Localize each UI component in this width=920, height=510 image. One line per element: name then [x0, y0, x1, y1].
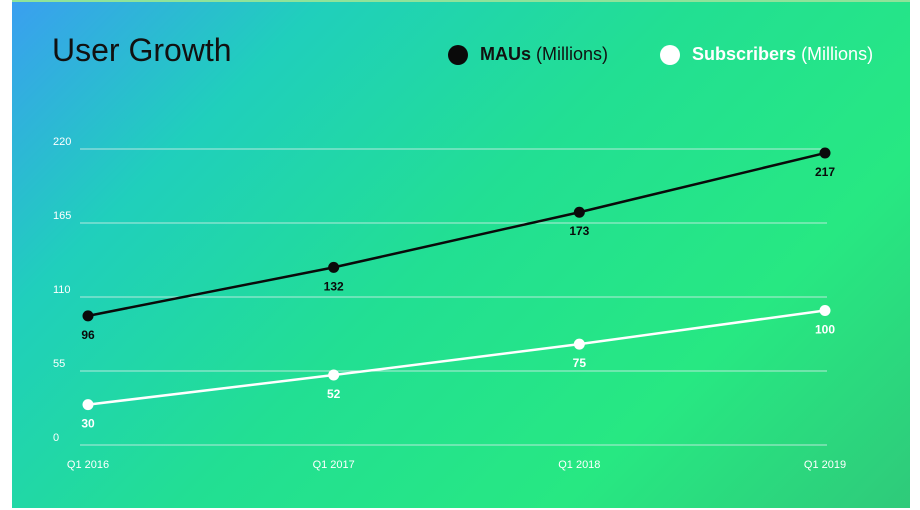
line-chart: 0 55 110 165 220 Q1 2016 Q1 2017 Q1 2018 Q1 2019…	[53, 136, 846, 471]
legend-unit-maus: (Millions)	[536, 44, 609, 64]
legend-item-maus: MAUs (Millions)	[448, 44, 608, 65]
data-label-mau-2: 173	[569, 224, 589, 238]
x-tick-label-3: Q1 2019	[804, 459, 846, 471]
data-label-mau-1: 132	[324, 279, 344, 293]
point-mau-2	[573, 206, 585, 218]
legend-label-subscribers: Subscribers	[692, 44, 797, 64]
x-tick-label-1: Q1 2017	[313, 459, 355, 471]
point-mau-3	[819, 147, 831, 159]
point-mau-1	[328, 261, 340, 273]
y-tick-label-220: 220	[53, 136, 71, 148]
legend-unit-subscribers: (Millions)	[801, 44, 874, 64]
data-label-sub-2: 75	[573, 356, 587, 370]
data-label-sub-3: 100	[815, 322, 835, 336]
data-label-mau-0: 96	[81, 328, 95, 342]
y-tick-label-110: 110	[53, 284, 71, 296]
chart-canvas: User Growth MAUs (Millions) Subscribers …	[12, 0, 910, 508]
point-sub-1	[328, 369, 340, 381]
x-tick-label-0: Q1 2016	[67, 459, 109, 471]
point-mau-0	[82, 310, 94, 322]
y-tick-label-165: 165	[53, 210, 71, 222]
x-tick-label-2: Q1 2018	[558, 459, 600, 471]
legend-item-subscribers: Subscribers (Millions)	[660, 44, 873, 65]
data-label-sub-1: 52	[327, 387, 341, 401]
point-sub-2	[573, 338, 585, 350]
series-line-mau	[87, 151, 826, 318]
y-tick-label-0: 0	[53, 432, 59, 444]
legend-marker-maus	[448, 44, 468, 65]
series-line-sub	[87, 309, 826, 406]
legend-label-maus: MAUs	[480, 44, 532, 64]
point-sub-0	[82, 399, 94, 411]
data-label-sub-0: 30	[81, 417, 95, 431]
chart-title: User Growth	[52, 32, 232, 68]
data-label-mau-3: 217	[815, 165, 835, 179]
y-tick-label-55: 55	[53, 358, 65, 370]
legend-marker-subscribers	[660, 44, 680, 65]
point-sub-3	[819, 304, 831, 316]
